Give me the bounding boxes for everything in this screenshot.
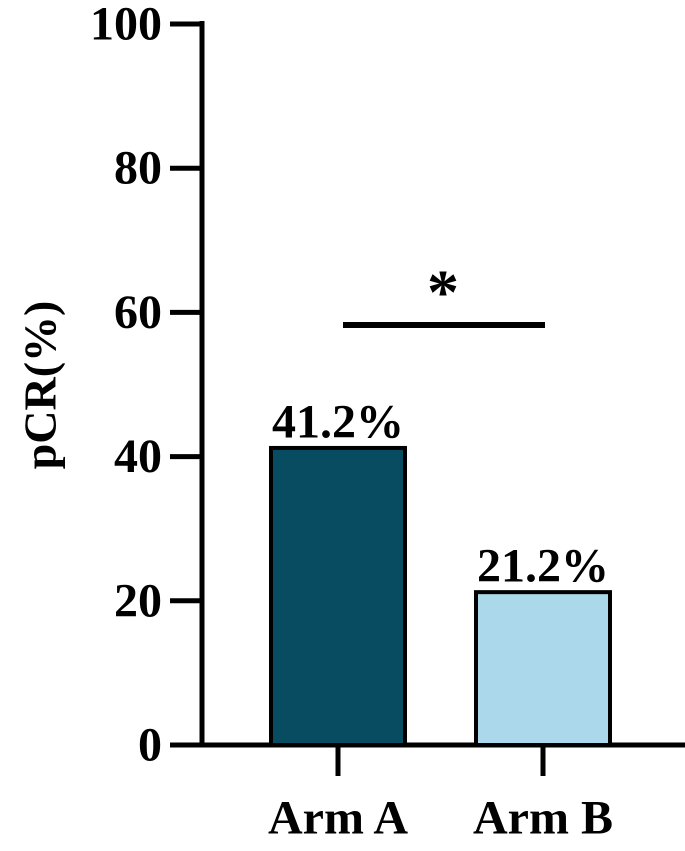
x-tick-label: Arm B <box>473 792 613 845</box>
y-tick-label: 20 <box>114 574 162 627</box>
value-label: 21.2% <box>477 540 609 593</box>
y-tick-label: 40 <box>114 430 162 483</box>
value-label: 41.2% <box>272 395 404 448</box>
y-tick-label: 100 <box>90 0 162 51</box>
significance-marker: * <box>427 257 459 328</box>
y-tick-label: 80 <box>114 142 162 195</box>
bar <box>269 445 407 747</box>
y-tick-label: 60 <box>114 286 162 339</box>
x-tick-label: Arm A <box>268 792 408 845</box>
y-tick-label: 0 <box>138 719 162 772</box>
bar <box>474 590 612 748</box>
y-axis-label: pCR(%) <box>15 301 66 470</box>
